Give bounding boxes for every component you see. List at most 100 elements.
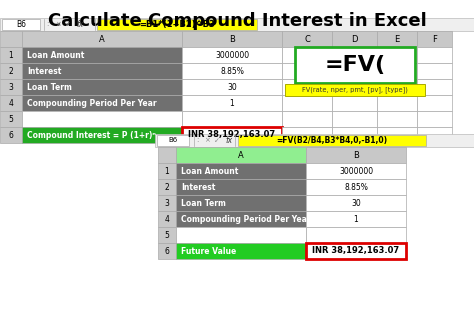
Bar <box>176 211 306 227</box>
Bar <box>417 95 452 111</box>
Text: Loan Amount: Loan Amount <box>27 50 84 60</box>
Text: Interest: Interest <box>27 66 61 75</box>
Text: Loan Amount: Loan Amount <box>181 167 238 176</box>
Text: Compounding Period Per Year: Compounding Period Per Year <box>181 214 310 223</box>
Bar <box>158 211 176 227</box>
Bar <box>158 227 176 243</box>
Bar <box>417 79 452 95</box>
Bar <box>176 243 306 259</box>
Text: 2: 2 <box>164 183 169 192</box>
Bar <box>377 111 417 127</box>
Text: ×: × <box>55 22 61 28</box>
Bar <box>182 47 282 63</box>
Text: Interest: Interest <box>181 183 215 192</box>
Text: B6: B6 <box>168 138 178 143</box>
Bar <box>306 163 406 179</box>
Bar <box>2 19 40 30</box>
Text: A: A <box>238 150 244 159</box>
Bar <box>306 227 406 243</box>
Text: fx: fx <box>76 20 83 29</box>
Bar <box>0 18 474 31</box>
Text: 6: 6 <box>164 247 169 256</box>
Bar <box>377 31 417 47</box>
Bar <box>282 31 332 47</box>
Text: C: C <box>304 35 310 44</box>
Bar <box>158 243 176 259</box>
Text: =B1*(1+B2)^B3: =B1*(1+B2)^B3 <box>139 20 215 29</box>
Bar <box>377 47 417 63</box>
Bar <box>332 95 377 111</box>
Bar <box>282 127 332 143</box>
Text: B: B <box>229 35 235 44</box>
Bar <box>377 95 417 111</box>
Bar <box>306 147 406 163</box>
Bar <box>0 31 22 47</box>
Text: =FV(: =FV( <box>324 55 386 75</box>
Bar <box>282 63 332 79</box>
Text: 1: 1 <box>164 167 169 176</box>
Bar <box>332 79 377 95</box>
Bar <box>22 127 182 143</box>
Text: INR 38,192,163.07: INR 38,192,163.07 <box>312 247 400 256</box>
Bar <box>176 163 306 179</box>
Bar <box>0 111 22 127</box>
Text: B6: B6 <box>16 20 26 29</box>
Text: 1: 1 <box>229 99 234 108</box>
Bar <box>176 179 306 195</box>
Bar <box>158 163 176 179</box>
Text: A: A <box>99 35 105 44</box>
Bar <box>377 63 417 79</box>
Bar <box>22 63 182 79</box>
Text: Calculate Compound Interest in Excel: Calculate Compound Interest in Excel <box>47 12 427 30</box>
Text: 30: 30 <box>227 83 237 91</box>
Bar <box>0 95 22 111</box>
Bar <box>176 147 306 163</box>
Bar <box>332 63 377 79</box>
Bar <box>182 31 282 47</box>
Text: 8.85%: 8.85% <box>344 183 368 192</box>
Bar <box>417 111 452 127</box>
Text: Loan Term: Loan Term <box>27 83 72 91</box>
Text: E: E <box>394 35 400 44</box>
Text: 1: 1 <box>9 50 13 60</box>
Bar <box>176 195 306 211</box>
Bar <box>22 95 182 111</box>
Text: INR 38,192,163.07: INR 38,192,163.07 <box>189 130 275 139</box>
Text: ✓: ✓ <box>65 22 71 28</box>
Bar <box>332 31 377 47</box>
Bar <box>22 47 182 63</box>
Bar <box>332 47 377 63</box>
Text: 30: 30 <box>351 198 361 208</box>
Text: Compound Interest = P (1+r)ⁿ: Compound Interest = P (1+r)ⁿ <box>27 130 156 139</box>
Bar <box>306 195 406 211</box>
Bar <box>176 227 306 243</box>
Bar <box>97 19 257 30</box>
Bar <box>158 179 176 195</box>
Text: fx: fx <box>226 136 233 145</box>
Text: 6: 6 <box>9 130 13 139</box>
Bar <box>182 111 282 127</box>
Text: =FV(B2/B4,B3*B4,0,-B1,0): =FV(B2/B4,B3*B4,0,-B1,0) <box>276 136 388 145</box>
Text: 5: 5 <box>164 231 169 239</box>
Text: Compounding Period Per Year: Compounding Period Per Year <box>27 99 156 108</box>
Text: :: : <box>46 22 48 28</box>
Bar <box>0 79 22 95</box>
Bar <box>182 63 282 79</box>
Text: 2: 2 <box>9 66 13 75</box>
Text: 5: 5 <box>9 115 13 124</box>
Text: 8.85%: 8.85% <box>220 66 244 75</box>
Text: 1: 1 <box>354 214 358 223</box>
Text: 3: 3 <box>164 198 169 208</box>
Bar <box>417 63 452 79</box>
Bar <box>182 79 282 95</box>
Bar <box>155 134 474 147</box>
Text: ✓: ✓ <box>214 138 220 143</box>
Text: 4: 4 <box>164 214 169 223</box>
Bar <box>0 47 22 63</box>
Bar <box>182 127 282 143</box>
Bar <box>22 79 182 95</box>
Bar <box>182 95 282 111</box>
Text: B: B <box>353 150 359 159</box>
Bar <box>306 243 406 259</box>
Text: Loan Term: Loan Term <box>181 198 226 208</box>
